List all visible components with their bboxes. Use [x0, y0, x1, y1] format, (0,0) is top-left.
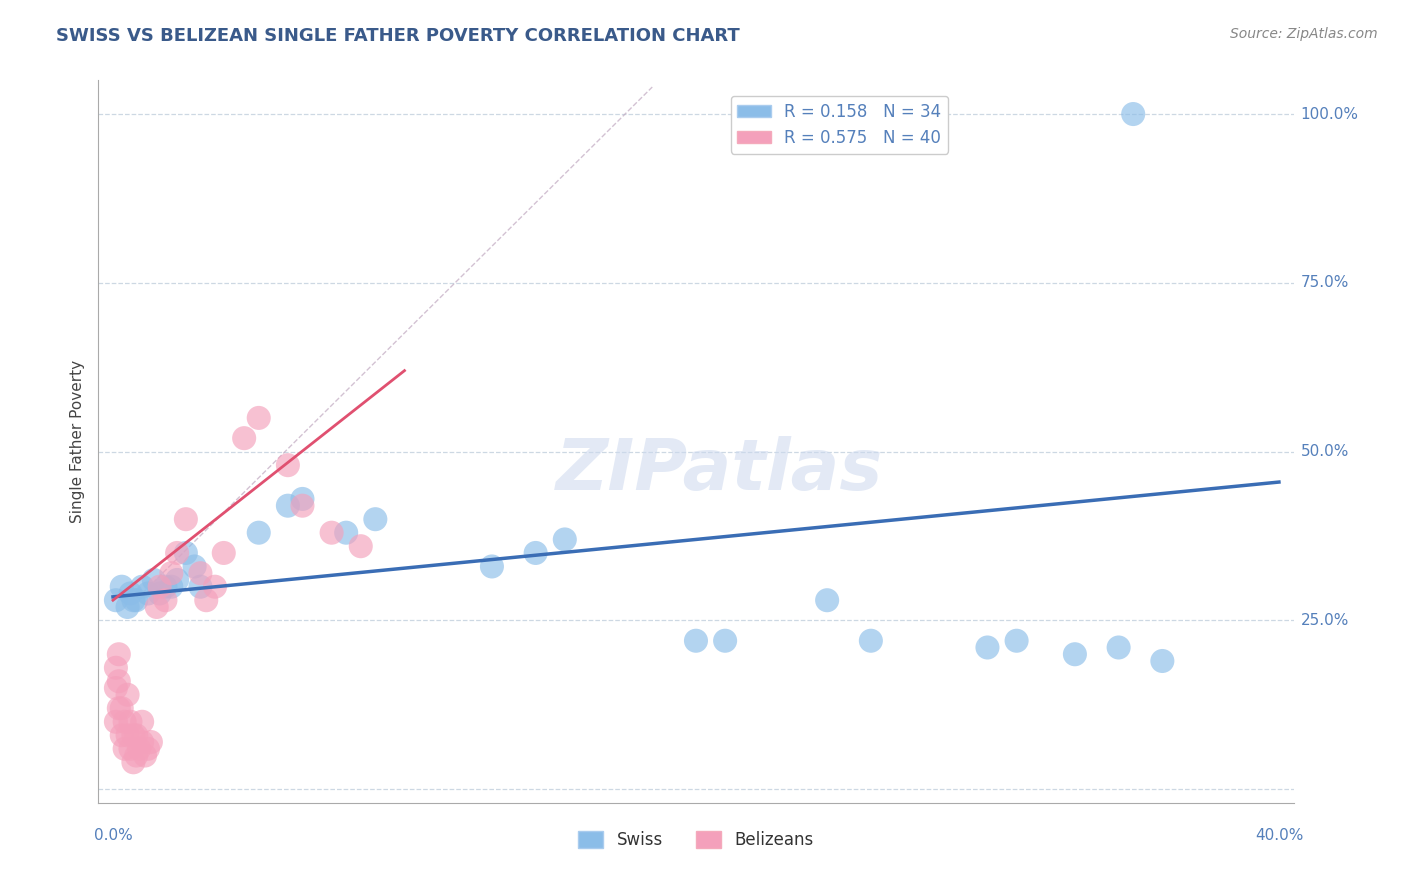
- Point: [149, 586, 172, 600]
- Text: 25.0%: 25.0%: [1301, 613, 1348, 628]
- Point: [122, 593, 145, 607]
- Point: [149, 580, 172, 594]
- Point: [108, 701, 131, 715]
- Point: [145, 599, 167, 614]
- Point: [160, 566, 183, 581]
- Point: [1064, 647, 1087, 661]
- Point: [174, 546, 197, 560]
- Text: ZIPatlas: ZIPatlas: [557, 436, 883, 505]
- Point: [122, 756, 145, 770]
- Text: 40.0%: 40.0%: [1254, 828, 1303, 843]
- Point: [139, 735, 162, 749]
- Point: [350, 539, 373, 553]
- Point: [155, 593, 177, 607]
- Text: 0.0%: 0.0%: [94, 828, 132, 843]
- Point: [117, 688, 139, 702]
- Y-axis label: Single Father Poverty: Single Father Poverty: [70, 360, 86, 523]
- Point: [117, 728, 139, 742]
- Point: [104, 714, 127, 729]
- Point: [111, 701, 134, 715]
- Point: [291, 491, 314, 506]
- Point: [212, 546, 235, 560]
- Point: [111, 580, 134, 594]
- Point: [108, 647, 131, 661]
- Point: [134, 748, 156, 763]
- Point: [247, 525, 270, 540]
- Point: [136, 586, 159, 600]
- Point: [481, 559, 503, 574]
- Point: [277, 499, 299, 513]
- Point: [1005, 633, 1028, 648]
- Point: [104, 681, 127, 695]
- Point: [1108, 640, 1130, 655]
- Point: [859, 633, 882, 648]
- Text: 50.0%: 50.0%: [1301, 444, 1348, 459]
- Point: [174, 512, 197, 526]
- Point: [190, 566, 212, 581]
- Point: [321, 525, 343, 540]
- Legend: Swiss, Belizeans: Swiss, Belizeans: [572, 824, 820, 856]
- Point: [247, 411, 270, 425]
- Point: [277, 458, 299, 472]
- Point: [685, 633, 707, 648]
- Point: [120, 741, 142, 756]
- Point: [524, 546, 547, 560]
- Point: [714, 633, 737, 648]
- Point: [554, 533, 576, 547]
- Point: [233, 431, 256, 445]
- Point: [122, 728, 145, 742]
- Point: [155, 580, 177, 594]
- Point: [183, 559, 205, 574]
- Point: [120, 714, 142, 729]
- Text: 100.0%: 100.0%: [1301, 106, 1358, 121]
- Point: [111, 728, 134, 742]
- Point: [291, 499, 314, 513]
- Point: [364, 512, 387, 526]
- Point: [166, 573, 188, 587]
- Point: [104, 593, 127, 607]
- Point: [815, 593, 838, 607]
- Point: [125, 593, 148, 607]
- Point: [128, 741, 150, 756]
- Point: [131, 580, 153, 594]
- Point: [190, 580, 212, 594]
- Point: [136, 741, 159, 756]
- Point: [131, 735, 153, 749]
- Point: [976, 640, 998, 655]
- Text: SWISS VS BELIZEAN SINGLE FATHER POVERTY CORRELATION CHART: SWISS VS BELIZEAN SINGLE FATHER POVERTY …: [56, 27, 740, 45]
- Point: [160, 580, 183, 594]
- Point: [142, 573, 165, 587]
- Point: [125, 748, 148, 763]
- Text: 75.0%: 75.0%: [1301, 276, 1348, 291]
- Point: [117, 599, 139, 614]
- Point: [131, 714, 153, 729]
- Point: [1152, 654, 1174, 668]
- Point: [125, 728, 148, 742]
- Point: [114, 714, 136, 729]
- Point: [1122, 107, 1144, 121]
- Text: Source: ZipAtlas.com: Source: ZipAtlas.com: [1230, 27, 1378, 41]
- Point: [204, 580, 226, 594]
- Point: [104, 661, 127, 675]
- Point: [166, 546, 188, 560]
- Point: [120, 586, 142, 600]
- Point: [335, 525, 357, 540]
- Point: [108, 674, 131, 689]
- Point: [195, 593, 218, 607]
- Point: [114, 741, 136, 756]
